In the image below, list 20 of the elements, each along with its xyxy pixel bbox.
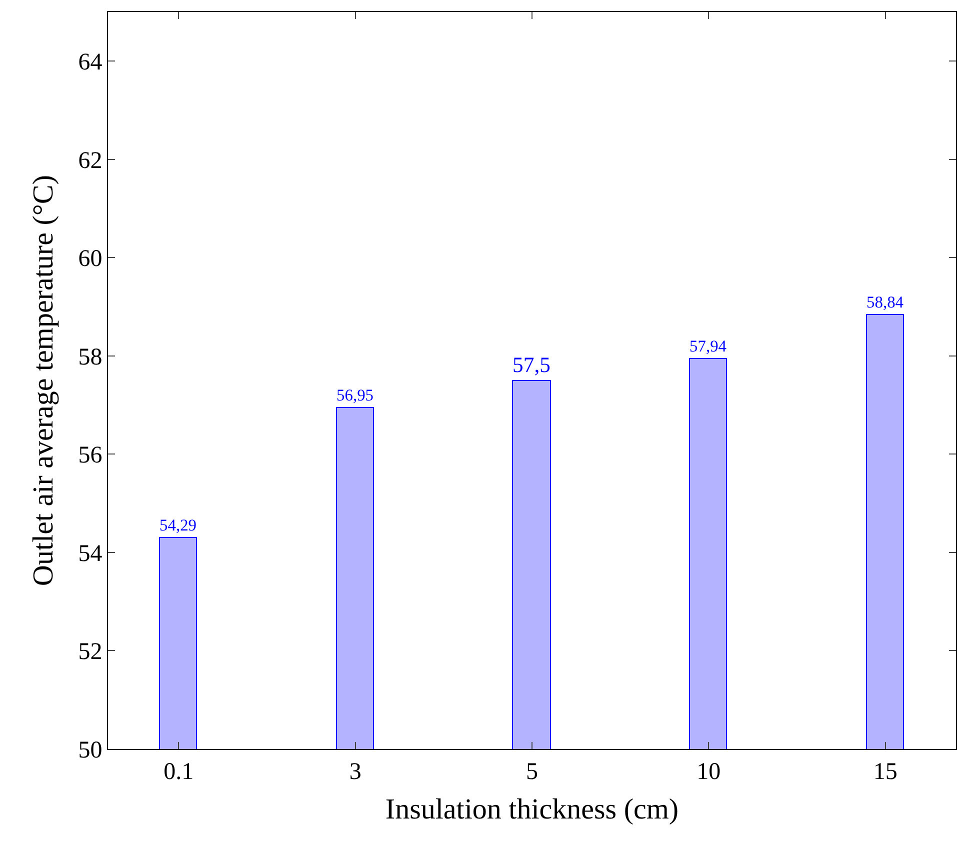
data-label: 57,5: [512, 353, 550, 378]
x-axis-title: Insulation thickness (cm): [385, 794, 679, 826]
data-label: 58,84: [866, 292, 904, 312]
y-tick-label: 52: [78, 639, 102, 666]
y-tick-label: 50: [78, 737, 102, 764]
data-label: 54,29: [160, 515, 196, 534]
y-axis-title: Outlet air average temperature (°C): [28, 175, 60, 586]
y-tick-label: 62: [78, 148, 102, 174]
data-label: 57,94: [690, 336, 726, 356]
x-tick-label: 10: [696, 758, 721, 785]
x-tick-label: 5: [526, 758, 538, 785]
x-tick-label: 3: [349, 758, 362, 785]
y-tick-label: 58: [78, 344, 102, 370]
y-tick-label: 64: [78, 50, 102, 76]
x-tick-label: 0.1: [164, 758, 194, 785]
x-tick-label: 15: [873, 758, 898, 785]
y-tick-label: 56: [78, 442, 102, 469]
y-tick-label: 60: [78, 246, 102, 272]
data-label: 56,95: [336, 385, 374, 404]
y-tick-label: 54: [78, 540, 102, 567]
